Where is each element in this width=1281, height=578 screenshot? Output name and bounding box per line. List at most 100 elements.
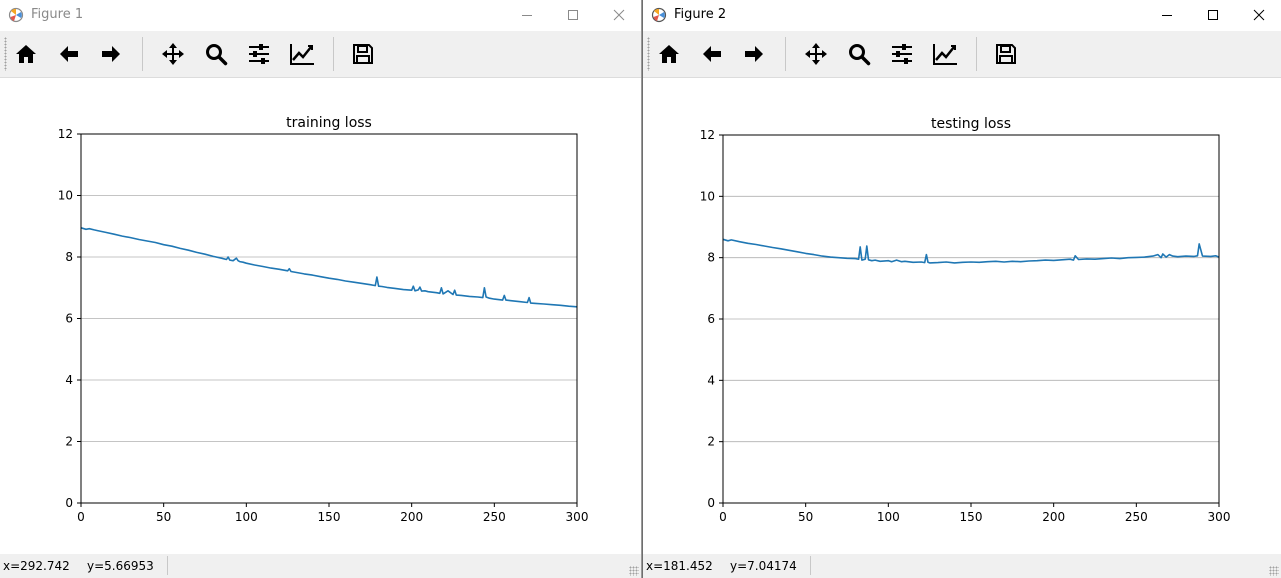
maximize-icon — [1208, 10, 1218, 20]
y-tick-label: 12 — [58, 127, 73, 141]
line-chart: 0 50 100 150 200 250 300 0 2 4 6 8 10 12 training loss — [58, 115, 589, 524]
customize-button[interactable] — [286, 38, 318, 70]
series-line — [80, 227, 578, 308]
magnifier-icon — [849, 44, 871, 66]
minimize-icon — [522, 15, 532, 16]
back-button[interactable] — [53, 38, 85, 70]
zoom-button[interactable] — [200, 38, 232, 70]
close-icon — [1253, 9, 1265, 21]
pan-button[interactable] — [157, 38, 189, 70]
status-separator — [167, 556, 168, 575]
figure-window-1: Figure 1 — [0, 0, 642, 578]
save-button[interactable] — [990, 38, 1022, 70]
title-bar[interactable]: Figure 2 — [643, 0, 1281, 30]
arrow-right-icon — [745, 46, 763, 62]
arrow-right-icon — [102, 46, 120, 62]
window-title: Figure 2 — [674, 7, 727, 22]
toolbar-grip[interactable] — [4, 37, 7, 71]
status-bar: x=181.452 y=7.04174 — [643, 554, 1281, 578]
close-icon — [613, 9, 625, 21]
figure-canvas[interactable]: 0 50 100 150 200 250 300 0 2 4 6 8 10 12 testing loss — [643, 78, 1281, 554]
navigation-toolbar — [0, 31, 641, 78]
x-tick-label: 100 — [235, 510, 258, 524]
x-tick-label: 50 — [798, 510, 813, 524]
y-tick-label: 2 — [707, 435, 715, 449]
x-tick-label: 300 — [566, 510, 589, 524]
y-tick-label: 4 — [707, 373, 715, 387]
forward-button[interactable] — [95, 38, 127, 70]
figure-canvas[interactable]: 0 50 100 150 200 250 300 0 2 4 6 8 10 12 training loss — [0, 78, 641, 554]
forward-button[interactable] — [738, 38, 770, 70]
toolbar-separator — [785, 37, 786, 71]
chart-title: testing loss — [931, 116, 1011, 132]
cursor-x-readout: x=292.742 — [3, 559, 70, 573]
magnifier-icon — [206, 44, 228, 66]
window-title: Figure 1 — [31, 7, 84, 22]
y-tick-label: 2 — [65, 435, 73, 449]
toolbar-grip[interactable] — [647, 37, 650, 71]
close-button[interactable] — [1236, 0, 1281, 30]
home-icon — [16, 45, 36, 63]
y-tick-label: 10 — [58, 189, 73, 203]
matplotlib-logo-icon — [8, 7, 24, 23]
save-button[interactable] — [347, 38, 379, 70]
title-bar[interactable]: Figure 1 — [0, 0, 641, 30]
subplots-button[interactable] — [886, 38, 918, 70]
toolbar-separator — [976, 37, 977, 71]
x-tick-label: 200 — [1042, 510, 1065, 524]
zoom-button[interactable] — [843, 38, 875, 70]
x-tick-label: 200 — [400, 510, 423, 524]
x-tick-label: 100 — [877, 510, 900, 524]
x-tick-label: 300 — [1208, 510, 1231, 524]
y-tick-label: 6 — [707, 312, 715, 326]
subplots-button[interactable] — [243, 38, 275, 70]
toolbar-separator — [142, 37, 143, 71]
cursor-y-readout: y=7.04174 — [730, 559, 797, 573]
status-bar: x=292.742 y=5.66953 — [0, 554, 641, 578]
x-tick-label: 0 — [77, 510, 85, 524]
y-tick-label: 8 — [65, 250, 73, 264]
x-tick-label: 150 — [318, 510, 341, 524]
line-chart-icon — [290, 44, 314, 65]
y-tick-label: 6 — [65, 312, 73, 326]
sliders-icon — [892, 44, 912, 64]
maximize-button[interactable] — [1190, 0, 1236, 30]
minimize-button[interactable] — [1144, 0, 1190, 30]
maximize-button[interactable] — [550, 0, 596, 30]
home-icon — [659, 45, 679, 63]
cursor-y-readout: y=5.66953 — [87, 559, 154, 573]
y-tick-label: 4 — [65, 373, 73, 387]
navigation-toolbar — [643, 31, 1281, 78]
maximize-icon — [568, 10, 578, 20]
cursor-x-readout: x=181.452 — [646, 559, 713, 573]
y-tick-label: 0 — [707, 496, 715, 510]
resize-grip[interactable] — [629, 566, 639, 576]
minimize-icon — [1162, 15, 1172, 16]
x-tick-label: 150 — [960, 510, 983, 524]
arrow-left-icon — [60, 46, 78, 62]
line-chart: 0 50 100 150 200 250 300 0 2 4 6 8 10 12 testing loss — [700, 116, 1231, 524]
sliders-icon — [249, 44, 269, 64]
floppy-disk-icon — [996, 44, 1016, 64]
x-tick-label: 0 — [719, 510, 727, 524]
move-icon — [162, 43, 184, 65]
x-tick-label: 250 — [1125, 510, 1148, 524]
x-tick-label: 50 — [156, 510, 171, 524]
y-tick-label: 12 — [700, 128, 715, 142]
series-line — [722, 238, 1220, 264]
floppy-disk-icon — [353, 44, 373, 64]
y-tick-label: 10 — [700, 189, 715, 203]
home-button[interactable] — [10, 38, 42, 70]
customize-button[interactable] — [929, 38, 961, 70]
line-chart-icon — [933, 44, 957, 65]
figure-window-2: Figure 2 — [642, 0, 1281, 578]
y-tick-label: 0 — [65, 496, 73, 510]
home-button[interactable] — [653, 38, 685, 70]
back-button[interactable] — [696, 38, 728, 70]
chart-title: training loss — [286, 115, 372, 131]
pan-button[interactable] — [800, 38, 832, 70]
resize-grip[interactable] — [1269, 566, 1279, 576]
close-button[interactable] — [596, 0, 642, 30]
y-tick-label: 8 — [707, 251, 715, 265]
minimize-button[interactable] — [504, 0, 550, 30]
